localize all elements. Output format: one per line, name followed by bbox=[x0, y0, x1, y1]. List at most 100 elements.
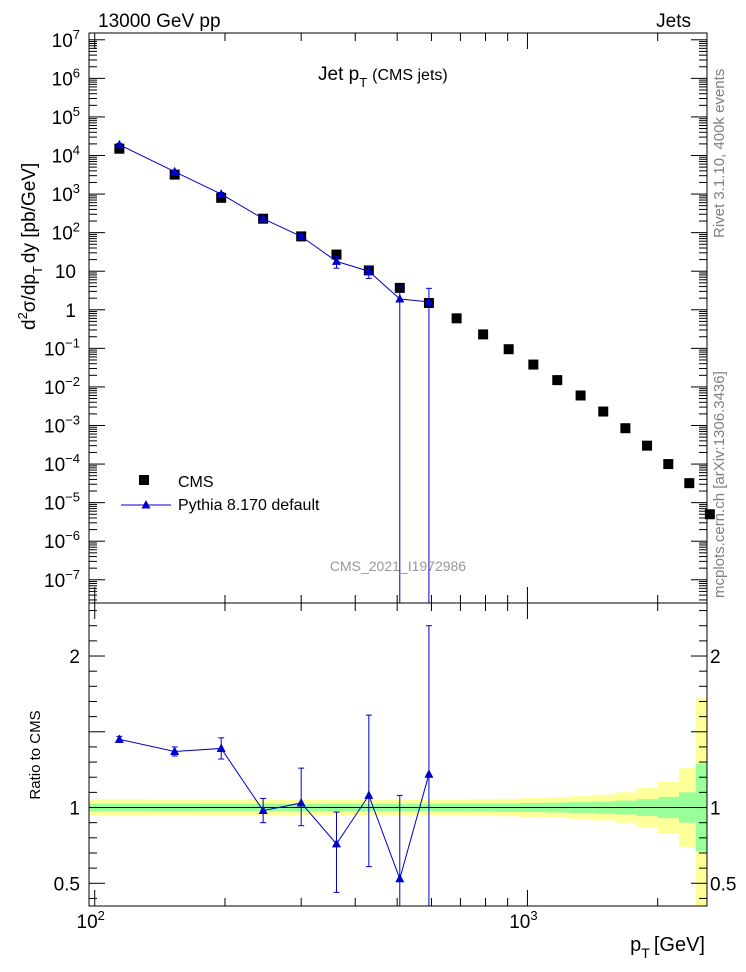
cms-point bbox=[331, 249, 342, 260]
pythia-ratio-point bbox=[216, 743, 226, 752]
x-tick-exp: 2 bbox=[98, 908, 105, 923]
top-y-tick-labels: 10−710−610−510−410−310−210−1110102103104… bbox=[44, 27, 80, 592]
top-y-tick-label: 10−6 bbox=[44, 528, 80, 553]
cms-point bbox=[528, 359, 539, 370]
top-y-tick-label: 104 bbox=[52, 143, 80, 168]
bottom-y-tick-labels: 0.5 0.5 1 1 2 2 bbox=[54, 647, 737, 895]
top-y-tick-label: 10 bbox=[55, 262, 76, 283]
chart-title: Jet pT (CMS jets) bbox=[318, 64, 448, 90]
cms-point bbox=[620, 423, 631, 434]
y-tick-base: 10 bbox=[44, 378, 65, 399]
ylabel-d: d bbox=[19, 319, 40, 330]
bottom-panel: 0.5 0.5 1 1 2 2 Ratio to CMS bbox=[27, 602, 737, 907]
bottom-ticks bbox=[89, 603, 707, 906]
pythia-point bbox=[258, 213, 268, 223]
y-tick-exp: −7 bbox=[65, 567, 80, 582]
top-ticks bbox=[89, 33, 707, 603]
cms-point bbox=[663, 459, 674, 470]
rivet-label: Rivet 3.1.10, 400k events bbox=[711, 69, 728, 238]
pythia-point bbox=[331, 256, 341, 265]
cms-point bbox=[216, 192, 227, 203]
pythia-point bbox=[216, 189, 226, 198]
header-right: Jets bbox=[656, 11, 691, 32]
y-tick-base: 10 bbox=[52, 69, 73, 90]
y-tick-exp: 7 bbox=[73, 27, 80, 42]
cms-point bbox=[642, 440, 653, 451]
top-y-tick-label: 10−4 bbox=[44, 451, 80, 476]
legend-cms-label: CMS bbox=[178, 474, 214, 491]
pythia-point bbox=[296, 231, 306, 240]
ylabel-sup: 2 bbox=[15, 312, 30, 319]
top-y-tick-label: 10−7 bbox=[44, 567, 80, 592]
y-tick-exp: 2 bbox=[73, 220, 80, 235]
bottom-frame bbox=[88, 602, 708, 907]
top-y-tick-label: 1 bbox=[65, 301, 76, 322]
pythia-ratio-point bbox=[331, 838, 341, 848]
cms-point bbox=[684, 478, 695, 489]
cms-point bbox=[503, 344, 514, 355]
cms-point bbox=[575, 390, 586, 401]
bottom-y-tick-label-left: 0.5 bbox=[54, 874, 80, 895]
pythia-ratio-point bbox=[395, 873, 405, 883]
x-tick-labels: 102 103 bbox=[77, 908, 538, 933]
top-y-tick-label: 10−2 bbox=[44, 374, 80, 399]
pythia-ratio-point bbox=[258, 805, 268, 815]
top-frame bbox=[88, 32, 708, 604]
cms-point bbox=[478, 329, 489, 340]
top-panel: 10−710−610−510−410−310−210−1110102103104… bbox=[15, 27, 715, 604]
bottom-y-tick-label-right: 0.5 bbox=[710, 874, 736, 895]
pythia-ratio-point bbox=[424, 769, 434, 778]
y-tick-exp: −6 bbox=[65, 528, 80, 543]
y-tick-base: 10 bbox=[44, 571, 65, 592]
y-tick-exp: 3 bbox=[73, 181, 80, 196]
ylabel-end: dy [pb/GeV] bbox=[19, 163, 40, 263]
mcplots-label: mcplots.cern.ch [arXiv:1306.3436] bbox=[711, 371, 728, 598]
chart-title-main: Jet p bbox=[318, 64, 359, 85]
top-y-tick-label: 103 bbox=[52, 181, 80, 206]
y-tick-base: 10 bbox=[52, 31, 73, 52]
y-tick-base: 10 bbox=[52, 224, 73, 245]
pythia-ratio-point bbox=[296, 797, 306, 807]
cms-point bbox=[451, 313, 462, 324]
x-tick-base: 10 bbox=[509, 912, 530, 933]
pythia-point bbox=[170, 166, 180, 176]
y-tick-base: 10 bbox=[44, 416, 65, 437]
pythia-point bbox=[395, 294, 405, 303]
bottom-y-axis-label: Ratio to CMS bbox=[27, 710, 44, 799]
chart-title-sub: T bbox=[359, 75, 367, 90]
legend: CMS Pythia 8.170 default bbox=[121, 474, 320, 514]
x-tick-exp: 3 bbox=[530, 908, 537, 923]
bottom-y-tick-label-left: 2 bbox=[69, 647, 80, 668]
xlabel-main: p bbox=[630, 934, 641, 956]
y-tick-exp: −4 bbox=[65, 451, 80, 466]
legend-pythia-label: Pythia 8.170 default bbox=[178, 497, 320, 514]
y-tick-base: 10 bbox=[44, 455, 65, 476]
pythia-line bbox=[119, 144, 429, 303]
y-tick-exp: −3 bbox=[65, 412, 80, 427]
top-y-tick-label: 10−1 bbox=[44, 335, 80, 360]
y-tick-exp: −1 bbox=[65, 335, 80, 350]
top-y-tick-label: 10−3 bbox=[44, 412, 80, 437]
top-y-tick-label: 107 bbox=[52, 27, 80, 52]
cms-point bbox=[704, 509, 715, 520]
pythia-ratio-point bbox=[170, 746, 180, 755]
legend-cms-marker bbox=[139, 475, 149, 485]
cms-point bbox=[552, 375, 563, 386]
ylabel-mid: σ/dp bbox=[19, 274, 40, 312]
y-tick-base: 10 bbox=[44, 532, 65, 553]
pythia-ratio-point bbox=[364, 790, 374, 799]
pythia-point bbox=[364, 266, 374, 275]
x-axis-label: pT [GeV] bbox=[630, 934, 705, 961]
y-tick-exp: −2 bbox=[65, 374, 80, 389]
y-tick-base: 10 bbox=[52, 147, 73, 168]
chart-title-paren: (CMS jets) bbox=[372, 67, 448, 84]
bottom-y-tick-label-left: 1 bbox=[69, 799, 80, 820]
top-y-tick-label: 10−5 bbox=[44, 490, 80, 515]
top-y-tick-label: 106 bbox=[52, 65, 80, 90]
y-tick-exp: 5 bbox=[73, 104, 80, 119]
y-tick-exp: −5 bbox=[65, 490, 80, 505]
header-left: 13000 GeV pp bbox=[98, 11, 221, 32]
pythia-point bbox=[424, 296, 434, 306]
bottom-y-tick-label-right: 1 bbox=[710, 799, 721, 820]
